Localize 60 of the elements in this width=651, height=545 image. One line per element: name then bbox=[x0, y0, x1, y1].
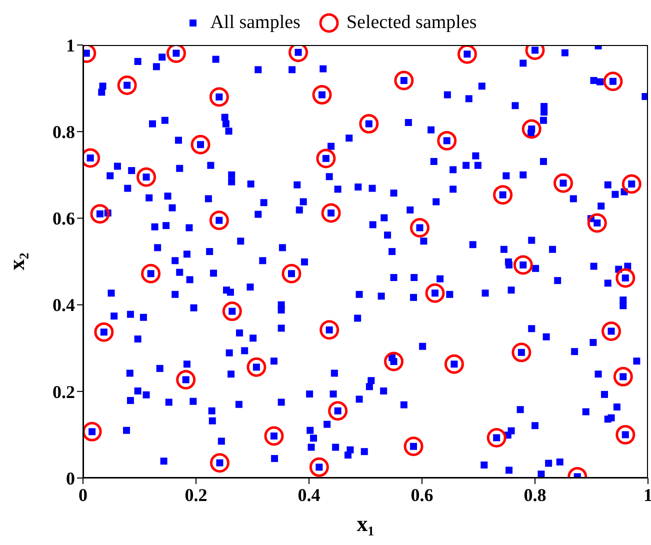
x-axis-title: x₁ bbox=[356, 511, 374, 536]
point bbox=[493, 185, 513, 205]
y-tick-label: 0.4 bbox=[52, 295, 75, 316]
point bbox=[288, 45, 308, 62]
point bbox=[410, 218, 430, 238]
point bbox=[437, 130, 457, 150]
point bbox=[616, 424, 636, 444]
point bbox=[320, 320, 340, 340]
point bbox=[486, 428, 506, 448]
point bbox=[522, 119, 542, 139]
point bbox=[622, 174, 642, 194]
point bbox=[384, 352, 404, 372]
point bbox=[90, 204, 110, 224]
point bbox=[587, 213, 607, 233]
point bbox=[603, 72, 623, 92]
point bbox=[513, 255, 533, 275]
point bbox=[316, 148, 336, 168]
point bbox=[136, 167, 156, 187]
y-tick-label: 0.2 bbox=[52, 382, 75, 402]
y-axis-title: x₂ bbox=[4, 252, 29, 270]
point bbox=[309, 457, 329, 477]
point bbox=[425, 283, 445, 303]
point bbox=[94, 322, 114, 342]
y-tick-label: 0.6 bbox=[52, 208, 75, 229]
legend-label: All samples bbox=[210, 12, 300, 34]
point bbox=[613, 366, 633, 386]
point bbox=[176, 370, 196, 390]
point bbox=[312, 85, 332, 105]
point bbox=[616, 268, 636, 288]
point bbox=[512, 342, 532, 362]
x-tick-label: 0.4 bbox=[298, 484, 320, 505]
point bbox=[457, 45, 477, 64]
point bbox=[554, 173, 573, 193]
point bbox=[210, 453, 230, 473]
y-tick-label: 0 bbox=[66, 468, 75, 488]
point bbox=[282, 264, 302, 284]
point bbox=[328, 401, 348, 421]
legend-label: Selected samples bbox=[346, 12, 477, 34]
point bbox=[264, 426, 284, 446]
y-tick-label: 0.8 bbox=[52, 122, 75, 142]
point bbox=[321, 203, 341, 223]
point bbox=[83, 422, 102, 442]
point bbox=[394, 70, 414, 90]
point bbox=[141, 264, 161, 284]
point bbox=[359, 114, 379, 134]
point bbox=[209, 210, 229, 230]
x-tick-label: 0.8 bbox=[524, 484, 546, 505]
x-tick-label: 0.6 bbox=[410, 484, 434, 505]
point bbox=[209, 87, 229, 107]
y-tick-label: 1 bbox=[66, 35, 75, 56]
point bbox=[222, 302, 242, 322]
point bbox=[190, 134, 210, 154]
point bbox=[404, 436, 424, 456]
point bbox=[166, 45, 186, 63]
point bbox=[246, 357, 266, 377]
point bbox=[117, 76, 137, 96]
point bbox=[444, 354, 464, 374]
x-tick-label: 0.2 bbox=[184, 484, 208, 505]
x-tick-label: 0 bbox=[78, 484, 88, 505]
point bbox=[602, 321, 622, 341]
